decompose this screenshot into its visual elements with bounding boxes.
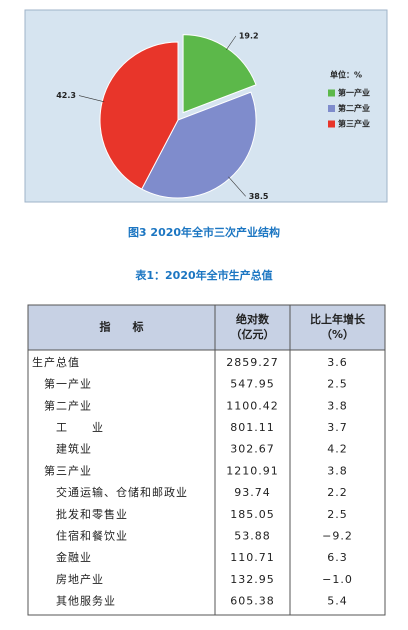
table-title: 表1：2020年全市生产总值	[134, 268, 272, 282]
table-header-bg	[28, 305, 385, 350]
table-cell: 3.6	[327, 356, 348, 369]
table-cell: 2.5	[327, 378, 348, 391]
row-label: 生产总值	[32, 355, 80, 369]
table-header: 指 标	[100, 320, 144, 334]
table-cell: 302.67	[230, 443, 275, 456]
table-cell: 3.8	[327, 464, 348, 477]
row-label: 批发和零售业	[56, 507, 128, 521]
table-cell: 53.88	[234, 529, 271, 542]
row-label: 第二产业	[44, 398, 92, 412]
table-cell: 93.74	[234, 486, 271, 499]
table-header: 绝对数	[236, 312, 270, 326]
row-label: 金融业	[56, 550, 92, 564]
legend-label: 第三产业	[338, 119, 370, 129]
row-label: 交通运输、仓储和邮政业	[56, 485, 188, 499]
row-label: 房地产业	[56, 572, 104, 586]
row-label: 住宿和餐饮业	[56, 528, 128, 542]
table-cell: 547.95	[230, 378, 275, 391]
caption: 图3 2020年全市三次产业结构	[128, 225, 280, 239]
table-border	[27, 304, 386, 616]
table-cell: 6.3	[327, 551, 348, 564]
table-cell: 2859.27	[226, 356, 279, 369]
table-cell: 5.4	[327, 595, 348, 608]
legend-label: 第二产业	[338, 103, 370, 113]
table-header: （亿元）	[231, 327, 275, 341]
table-header: （%）	[321, 328, 354, 341]
legend-swatch	[328, 120, 335, 128]
leader-line	[228, 176, 246, 197]
row-label: 第三产业	[44, 463, 92, 477]
table-cell: 3.8	[327, 399, 348, 412]
row-label: 工 业	[56, 421, 104, 434]
legend-label: 第一产业	[338, 88, 370, 98]
table-cell: 110.71	[230, 551, 275, 564]
data-label: 19.2	[239, 31, 259, 40]
legend-swatch	[328, 105, 335, 112]
table-cell: 185.05	[230, 508, 275, 521]
legend-title: 单位：%	[330, 70, 362, 80]
legend-swatch	[328, 89, 335, 97]
table-cell: 2.2	[327, 486, 348, 499]
table-cell: 1100.42	[226, 399, 279, 412]
table-cell: 1210.91	[226, 464, 279, 477]
row-label: 建筑业	[56, 442, 92, 456]
row-label: 其他服务业	[56, 595, 116, 608]
data-label: 42.3	[56, 91, 76, 100]
row-label: 第一产业	[44, 377, 92, 391]
table-cell: 132.95	[230, 573, 275, 586]
table-header: 比上年增长	[310, 312, 366, 326]
leader-line	[78, 95, 105, 103]
table-cell: −9.2	[322, 529, 353, 542]
table-cell: 2.5	[327, 508, 348, 521]
data-label: 38.5	[249, 192, 269, 201]
table-cell: 801.11	[230, 421, 275, 434]
leader-line	[225, 35, 237, 51]
table-cell: 4.2	[327, 443, 348, 456]
table-cell: 3.7	[327, 421, 348, 434]
table-cell: 605.38	[230, 595, 275, 608]
table-cell: −1.0	[322, 573, 353, 586]
